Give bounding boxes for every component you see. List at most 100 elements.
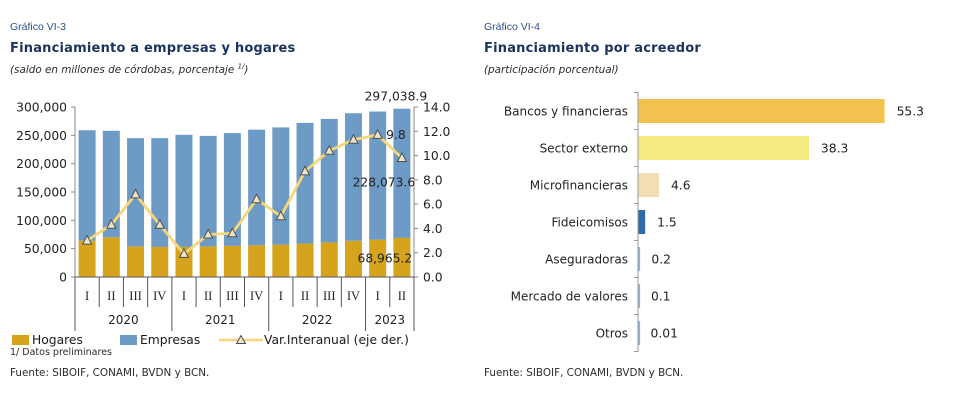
x-tick-label-2020-iv: IV [153, 289, 166, 303]
bar-hogares-2020-ii [102, 237, 120, 277]
left-subtitle-close: ) [244, 64, 249, 76]
bar-hogares-2020-i [78, 240, 96, 277]
point-var-interanual-2021-ii [202, 228, 214, 239]
data-label-empresas: 228,073.6 [353, 175, 416, 189]
value-label-fideicomisos: 1.5 [657, 216, 677, 230]
category-label-otros: Otros [596, 327, 628, 341]
left-y-tick-label: 250,000 [16, 129, 67, 143]
value-label-microfinancieras: 4.6 [671, 179, 691, 193]
year-label-2022: 2022 [302, 313, 333, 327]
bar-aseguradoras [638, 247, 641, 271]
bar-empresas-2021-iii [223, 133, 241, 246]
bar-empresas-2020-ii [102, 130, 120, 238]
legend-swatch-empresas [120, 335, 137, 345]
value-label-otros: 0.01 [651, 327, 678, 341]
point-var-interanual-2021-iii [227, 227, 238, 238]
left-y-tick-label: 200,000 [16, 157, 67, 171]
left-figure-label: Gráfico VI-3 [10, 21, 67, 33]
bar-hogares-2021-ii [199, 246, 217, 277]
value-label-sector-externo: 38.3 [821, 142, 848, 156]
left-source: Fuente: SIBOIF, CONAMI, BVDN y BCN. [10, 367, 210, 379]
bar-empresas-2022-i [272, 127, 290, 245]
bar-hogares-2022-iii [320, 242, 338, 277]
value-label-mercado-de-valores: 0.1 [651, 290, 671, 304]
legend-label-var-interanual: Var.Interanual (eje der.) [264, 333, 409, 347]
point-var-interanual-2021-iv [251, 193, 262, 204]
point-var-interanual-2022-iv [348, 133, 359, 144]
bar-empresas-2022-ii [296, 122, 314, 244]
left-chart: 0 50,000 100,000 150,000 200,000 250,000 300,0… [16, 90, 450, 331]
x-tick-label-2021-iv: IV [250, 289, 263, 303]
point-var-interanual-2023-i [372, 128, 384, 139]
legend-swatch-var-interanual [219, 334, 263, 344]
x-tick-label-2020-ii: II [107, 289, 115, 303]
category-label-sector-externo: Sector externo [540, 142, 628, 156]
data-label-hogares: 68,965.2 [358, 251, 413, 265]
legend-label-empresas: Empresas [140, 333, 201, 347]
value-label-aseguradoras: 0.2 [651, 253, 671, 267]
bar-fideicomisos [638, 210, 646, 234]
right-chart-title: Financiamiento por acreedor [484, 41, 702, 56]
point-var-interanual-2021-i [178, 247, 190, 258]
right-y-tick-label: 2.0 [423, 246, 443, 260]
value-label-bancos-y-financieras: 55.3 [897, 105, 924, 119]
point-var-interanual-2022-i [275, 210, 287, 221]
right-y-tick-label: 14.0 [423, 101, 450, 115]
bar-mercado-de-valores [638, 284, 641, 308]
bar-hogares-2021-iv [248, 245, 266, 277]
category-label-microfinancieras: Microfinancieras [530, 179, 628, 193]
left-subtitle-text: (saldo en millones de córdobas, porcenta… [10, 64, 238, 76]
left-y-tick-label: 0 [59, 271, 67, 285]
year-label-2021: 2021 [205, 313, 236, 327]
category-label-aseguradoras: Aseguradoras [545, 253, 628, 267]
bar-hogares-2023-ii [393, 237, 411, 277]
bar-hogares-2023-i [369, 239, 387, 277]
right-figure-label: Gráfico VI-4 [484, 21, 541, 33]
left-y-tick-label: 100,000 [16, 214, 67, 228]
x-tick-label-2022-i: I [279, 289, 283, 303]
bar-empresas-2023-i [369, 111, 387, 240]
right-y-tick-label: 4.0 [423, 222, 443, 236]
x-tick-label-2022-ii: II [301, 289, 309, 303]
point-var-interanual-2020-iii [130, 188, 141, 199]
category-label-mercado-de-valores: Mercado de valores [511, 290, 628, 304]
bar-hogares-2022-i [272, 244, 290, 277]
bar-otros [638, 321, 641, 345]
left-subtitle-footnote-mark: 1/ [237, 62, 245, 71]
x-tick-label-2022-iv: IV [347, 289, 360, 303]
right-y-tick-label: 0.0 [423, 271, 443, 285]
point-var-interanual-2022-ii [299, 165, 311, 176]
left-y-tick-label: 150,000 [16, 186, 67, 200]
x-tick-label-2021-i: I [182, 289, 186, 303]
x-tick-label-2021-iii: III [226, 289, 239, 303]
right-chart-subtitle: (participación porcentual) [484, 64, 619, 76]
data-label-var-interanual: 9.8 [386, 128, 406, 142]
x-tick-label-2020-iii: III [129, 289, 142, 303]
category-label-bancos-y-financieras: Bancos y financieras [504, 105, 628, 119]
bar-hogares-2022-ii [296, 243, 314, 277]
bar-empresas-2023-ii [393, 108, 411, 238]
point-var-interanual-2022-iii [323, 144, 335, 155]
legend-label-hogares: Hogares [32, 333, 83, 347]
bar-empresas-2021-iv [248, 129, 266, 246]
x-tick-label-2023-ii: II [398, 289, 406, 303]
point-var-interanual-2023-ii [396, 151, 408, 162]
year-label-2023: 2023 [375, 313, 406, 327]
right-y-tick-label: 8.0 [423, 173, 443, 187]
right-source: Fuente: SIBOIF, CONAMI, BVDN y BCN. [484, 367, 684, 379]
bar-hogares-2021-iii [223, 245, 241, 277]
left-y-tick-label: 300,000 [16, 101, 67, 115]
bar-hogares-2020-iv [151, 246, 169, 277]
legend-triangle-marker-icon [235, 334, 247, 344]
left-chart-title: Financiamiento a empresas y hogares [10, 41, 296, 56]
bar-empresas-2021-i [175, 134, 193, 247]
bar-hogares-2020-iii [127, 246, 145, 277]
bar-hogares-2022-iv [344, 240, 362, 277]
bar-sector-externo [638, 136, 809, 160]
left-y-tick-label: 50,000 [24, 242, 67, 256]
right-y-tick-label: 10.0 [423, 149, 450, 163]
year-label-2020: 2020 [108, 313, 139, 327]
left-footnote: 1/ Datos preliminares [10, 347, 112, 358]
bar-bancos-y-financieras [638, 99, 885, 123]
